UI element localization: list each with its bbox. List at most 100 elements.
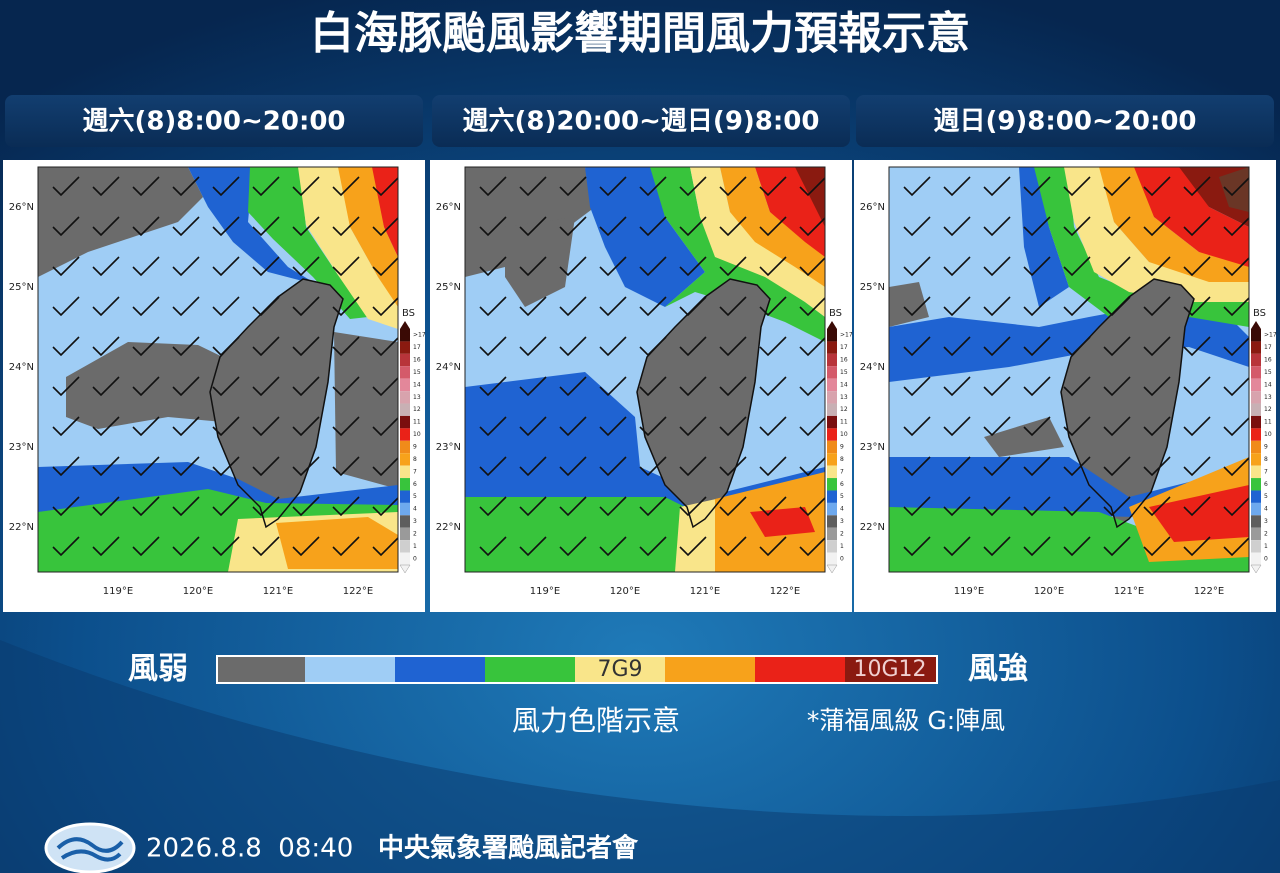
wind-barb [52,176,80,197]
wind-barb [1023,176,1051,197]
wind-barb [1023,496,1051,517]
wind-zone [637,279,770,527]
colorbar-swatch [827,502,837,516]
panel-header: 週日(9)8:00~20:00 [933,107,1196,137]
colorbar-tick: 5 [840,493,844,500]
wind-barb [559,536,587,557]
lat-label: 25°N [860,282,885,293]
wind-barb [479,376,507,397]
wind-barb [639,376,667,397]
colorbar-tick: 4 [1264,506,1268,513]
wind-barb [52,256,80,277]
colorbar-swatch [827,515,837,528]
wind-barb [1143,376,1171,397]
colorbar-swatch [400,540,410,553]
wind-barb [903,256,931,277]
wind-barb [903,176,931,197]
map-layers [465,167,825,572]
forecast-panel: 週日(9)8:00~20:00 26°N 25°N 24°N 23°N 22°N 119°E… [854,95,1277,612]
wind-barb [559,416,587,437]
wind-barb [292,216,320,237]
colorbar-swatch [1251,453,1261,466]
colorbar-swatch [400,403,410,416]
wind-barb [1223,456,1249,477]
wind-barb [1063,216,1091,237]
colorbar-tick: 12 [1264,406,1272,413]
colorbar-label: BS [402,308,415,319]
legend-high-label: 10G12 [853,657,926,682]
wind-barb [332,496,360,517]
wind-barb [639,536,667,557]
wind-barb [903,496,931,517]
colorbar-swatch [827,378,837,392]
wind-barb [212,376,240,397]
wind-barb [1143,416,1171,437]
wind-barb [679,256,707,277]
wind-barb [943,496,971,517]
wind-barb [52,296,80,317]
lon-label: 120°E [1034,586,1064,597]
colorbar-tick: 11 [1264,419,1272,426]
wind-legend: 風弱 7G9 10G12 風強 風力色階示意 *蒲福風級 G:陣風 [128,652,1028,738]
legend-swatch [218,657,305,682]
wind-barb [479,496,507,517]
map-border [888,166,1250,573]
wind-barb [372,296,398,317]
colorbar-swatch [1251,415,1261,429]
colorbar-swatch [827,527,837,541]
lon-label: 122°E [770,586,800,597]
colorbar-swatch [400,478,410,491]
wind-barb [983,536,1011,557]
colorbar-tick: 1 [840,543,844,550]
colorbar-swatch [400,527,410,541]
wind-barb [1223,416,1249,437]
colorbar-tick: >17 [413,332,426,339]
colorbar-arrow [400,321,410,329]
colorbar-tick: 4 [413,506,417,513]
wind-barb [943,456,971,477]
background-wave [0,640,1280,873]
colorbar-swatch [1251,366,1261,379]
wind-barb [719,256,747,277]
wind-barb [1223,216,1249,237]
colorbar-swatch [1251,540,1261,553]
wind-barb [1223,256,1249,277]
legend-caption: 風力色階示意 [512,704,680,737]
colorbar-swatch [827,453,837,466]
wind-barb [92,536,120,557]
wind-zone [750,507,815,537]
wind-barb [52,416,80,437]
panels: 週六(8)8:00~20:00 26°N 25°N 24°N 23°N 22°N 119°E… [3,95,1277,612]
wind-barb [639,296,667,317]
lon-label: 121°E [1114,586,1144,597]
wind-barb [52,456,80,477]
wind-barb [719,536,747,557]
colorbar-tick: 8 [1264,456,1268,463]
wind-barb [172,336,200,357]
colorbar-arrow [826,564,838,574]
colorbar-swatch [827,428,837,441]
wind-barb [52,336,80,357]
wind-barb [92,376,120,397]
wind-barb [679,536,707,557]
wind-barb [559,296,587,317]
wind-zone [889,282,929,327]
colorbar-swatch [1251,527,1261,541]
wind-barb [599,376,627,397]
colorbar-tick: 11 [840,419,848,426]
wind-barb [92,336,120,357]
forecast-panel: 週六(8)8:00~20:00 26°N 25°N 24°N 23°N 22°N 119°E… [3,95,426,612]
wind-barb [719,296,747,317]
wind-barb [943,296,971,317]
colorbar-swatch [400,391,410,404]
wind-zone [1034,167,1249,327]
panel-header-box [5,95,423,147]
colorbar-swatch [400,465,410,479]
wind-barb [759,456,787,477]
wind-map: 26°N 25°N 24°N 23°N 22°N 119°E 120°E 121°E 122°E… [9,166,426,597]
colorbar-swatch [1251,478,1261,491]
wind-barb [1063,176,1091,197]
wind-barb [52,536,80,557]
panel-header: 週六(8)20:00~週日(9)8:00 [463,107,820,137]
colorbar-tick: 16 [840,357,848,364]
